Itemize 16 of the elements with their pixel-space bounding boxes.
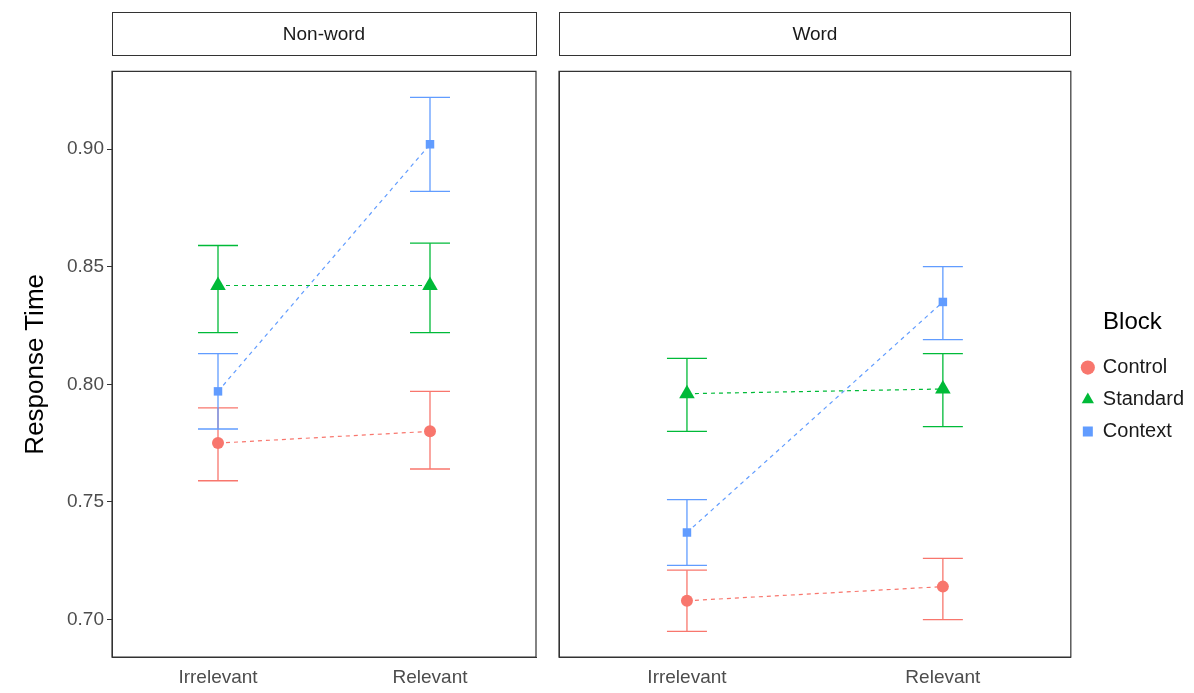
legend-label: Control [1102, 355, 1168, 378]
x-tick-label: Irrelevant [178, 665, 259, 687]
x-tick-label: Irrelevant [647, 665, 728, 687]
y-tick-label: 0.85 [67, 254, 104, 276]
y-tick-label: 0.70 [67, 607, 104, 629]
legend-label: Standard [1102, 387, 1184, 410]
legend-title: Block [1103, 307, 1163, 335]
y-tick-label: 0.90 [67, 137, 104, 159]
chart-title: Non-word [111, 12, 537, 56]
x-tick-label: Relevant [905, 665, 982, 687]
y-tick-label: 0.80 [67, 372, 104, 394]
y-tick-label: 0.75 [67, 490, 104, 512]
x-tick-label: Relevant [392, 665, 469, 687]
legend-label: Context [1102, 419, 1173, 442]
y-axis-title: Response Time [18, 273, 49, 455]
chart-title: Word [558, 12, 1072, 56]
